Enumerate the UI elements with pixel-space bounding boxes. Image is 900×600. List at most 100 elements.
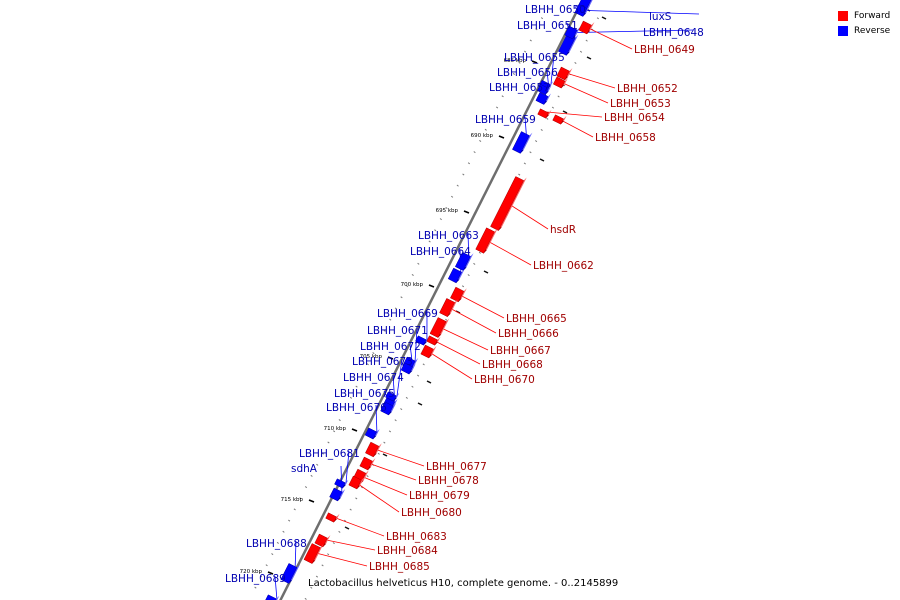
- gene-LBHH_0662[interactable]: [475, 227, 498, 254]
- gene-label[interactable]: LBHH_0664: [410, 246, 471, 258]
- minor-tick-left: [394, 307, 398, 310]
- gene-LBHH_0681[interactable]: [334, 478, 349, 489]
- gene-label[interactable]: LBHH_0670: [474, 374, 535, 386]
- gene-label[interactable]: LBHH_0654: [604, 112, 665, 124]
- minor-tick-right: [366, 475, 369, 478]
- gene-LBHH_0668[interactable]: [426, 335, 441, 346]
- gene-label[interactable]: LBHH_0665: [506, 313, 567, 325]
- minor-tick-right: [579, 50, 583, 53]
- gene-LBHH_0663[interactable]: [454, 251, 474, 271]
- gene-luxS[interactable]: [574, 4, 590, 17]
- minor-tick-left: [372, 352, 375, 355]
- gene-LBHH_0680[interactable]: [348, 475, 365, 490]
- minor-tick-left: [473, 151, 476, 154]
- minor-tick-right: [411, 385, 414, 388]
- gene-front-face: [537, 108, 549, 119]
- gene-top-face: [498, 177, 527, 231]
- gene-label[interactable]: LBHH_0657: [489, 82, 550, 94]
- gene-label[interactable]: LBHH_0668: [482, 359, 543, 371]
- gene-LBHH_0670[interactable]: [420, 344, 437, 359]
- gene-LBHH_0667[interactable]: [429, 317, 450, 338]
- gene-label[interactable]: LBHH_0678: [418, 475, 479, 487]
- gene-label[interactable]: sdhA: [291, 463, 318, 475]
- gene-label[interactable]: LBHH_0655: [504, 52, 565, 64]
- minor-tick-left: [288, 519, 291, 522]
- gene-label[interactable]: LBHH_0674: [343, 372, 404, 384]
- minor-tick-left: [422, 251, 426, 254]
- gene-front-face: [415, 335, 427, 346]
- gene-label[interactable]: LBHH_0684: [377, 545, 438, 557]
- gene-label[interactable]: LBHH_0680: [401, 507, 462, 519]
- gene-label[interactable]: LBHH_0676: [326, 402, 387, 414]
- gene-label[interactable]: luxS: [649, 11, 672, 23]
- gene-LBHH_0648[interactable]: [564, 25, 581, 40]
- minor-tick-left: [332, 430, 336, 433]
- gene-label[interactable]: LBHH_0651: [517, 20, 578, 32]
- leader-line: [560, 71, 616, 89]
- gene-LBHH_0656[interactable]: [536, 83, 552, 95]
- gene-LBHH_0678[interactable]: [359, 456, 376, 471]
- gene-LBHH_0664[interactable]: [447, 267, 465, 284]
- gene-LBHH_0652[interactable]: [556, 66, 573, 81]
- gene-LBHH_0655[interactable]: [539, 79, 554, 90]
- gene-label[interactable]: LBHH_0685: [369, 561, 430, 573]
- gene-LBHH_0677[interactable]: [365, 441, 382, 458]
- gene-LBHH_0684[interactable]: [314, 533, 331, 548]
- gene-LBHH_0683[interactable]: [325, 512, 340, 523]
- gene-front-face: [314, 533, 328, 548]
- gene-hsdR[interactable]: [490, 176, 527, 231]
- gene-label[interactable]: LBHH_0653: [610, 98, 671, 110]
- gene-label[interactable]: LBHH_0681: [299, 448, 360, 460]
- gene-LBHH_0653[interactable]: [552, 76, 568, 89]
- gene-label[interactable]: LBHH_0672: [360, 341, 421, 353]
- gene-LBHH_0676[interactable]: [364, 427, 380, 440]
- gene-label[interactable]: LBHH_0656: [497, 67, 558, 79]
- gene-front-face: [359, 456, 373, 471]
- gene-label[interactable]: LBHH_0662: [533, 260, 594, 272]
- gene-label[interactable]: LBHH_0659: [475, 114, 536, 126]
- leader-line: [309, 551, 368, 567]
- gene-LBHH_0659[interactable]: [512, 131, 533, 154]
- gene-LBHH_0673[interactable]: [385, 391, 400, 402]
- minor-tick-right: [315, 575, 319, 578]
- gene-label[interactable]: LBHH_0688: [246, 538, 307, 550]
- gene-LBHH_0665[interactable]: [450, 286, 467, 303]
- gene-label[interactable]: LBHH_0689: [225, 573, 286, 585]
- gene-label[interactable]: LBHH_0663: [418, 230, 479, 242]
- gene-label[interactable]: LBHH_0683: [386, 531, 447, 543]
- gene-label[interactable]: LBHH_0666: [498, 328, 559, 340]
- gene-label[interactable]: LBHH_0671: [367, 325, 428, 337]
- gene-LBHH_0685[interactable]: [303, 543, 324, 564]
- gene-LBHH_0689[interactable]: [265, 594, 280, 600]
- gene-label[interactable]: LBHH_0677: [426, 461, 487, 473]
- gene-label[interactable]: LBHH_0675: [334, 388, 395, 400]
- gene-label[interactable]: LBHH_0658: [595, 132, 656, 144]
- gene-label[interactable]: LBHH_0652: [617, 83, 678, 95]
- minor-tick-right: [551, 106, 555, 109]
- minor-tick-right: [360, 486, 363, 489]
- gene-LBHH_0657[interactable]: [535, 92, 551, 105]
- gene-LBHH_0658[interactable]: [552, 114, 567, 125]
- gene-label[interactable]: LBHH_0650: [525, 4, 586, 16]
- gene-label[interactable]: LBHH_0649: [634, 44, 695, 56]
- gene-label[interactable]: hsdR: [550, 224, 576, 236]
- gene-LBHH_0651[interactable]: [558, 33, 579, 56]
- minor-tick-left: [450, 195, 454, 198]
- gene-label[interactable]: LBHH_0648: [643, 27, 704, 39]
- gene-label[interactable]: LBHH_0673: [352, 356, 413, 368]
- gene-LBHH_0666[interactable]: [439, 298, 458, 318]
- gene-sdhA[interactable]: [329, 487, 346, 502]
- gene-front-face: [420, 344, 434, 359]
- gene-LBHH_0675[interactable]: [380, 401, 397, 416]
- minor-tick-left: [282, 530, 285, 533]
- gene-label[interactable]: LBHH_0669: [377, 308, 438, 320]
- leader-line: [444, 305, 497, 334]
- gene-LBHH_0672[interactable]: [400, 362, 416, 375]
- gene-LBHH_0654[interactable]: [537, 108, 552, 119]
- gene-front-face: [380, 401, 394, 416]
- gene-LBHH_0688[interactable]: [280, 563, 300, 584]
- gene-front-face: [552, 114, 564, 125]
- gene-label[interactable]: LBHH_0679: [409, 490, 470, 502]
- gene-LBHH_0649[interactable]: [578, 20, 595, 35]
- gene-label[interactable]: LBHH_0667: [490, 345, 551, 357]
